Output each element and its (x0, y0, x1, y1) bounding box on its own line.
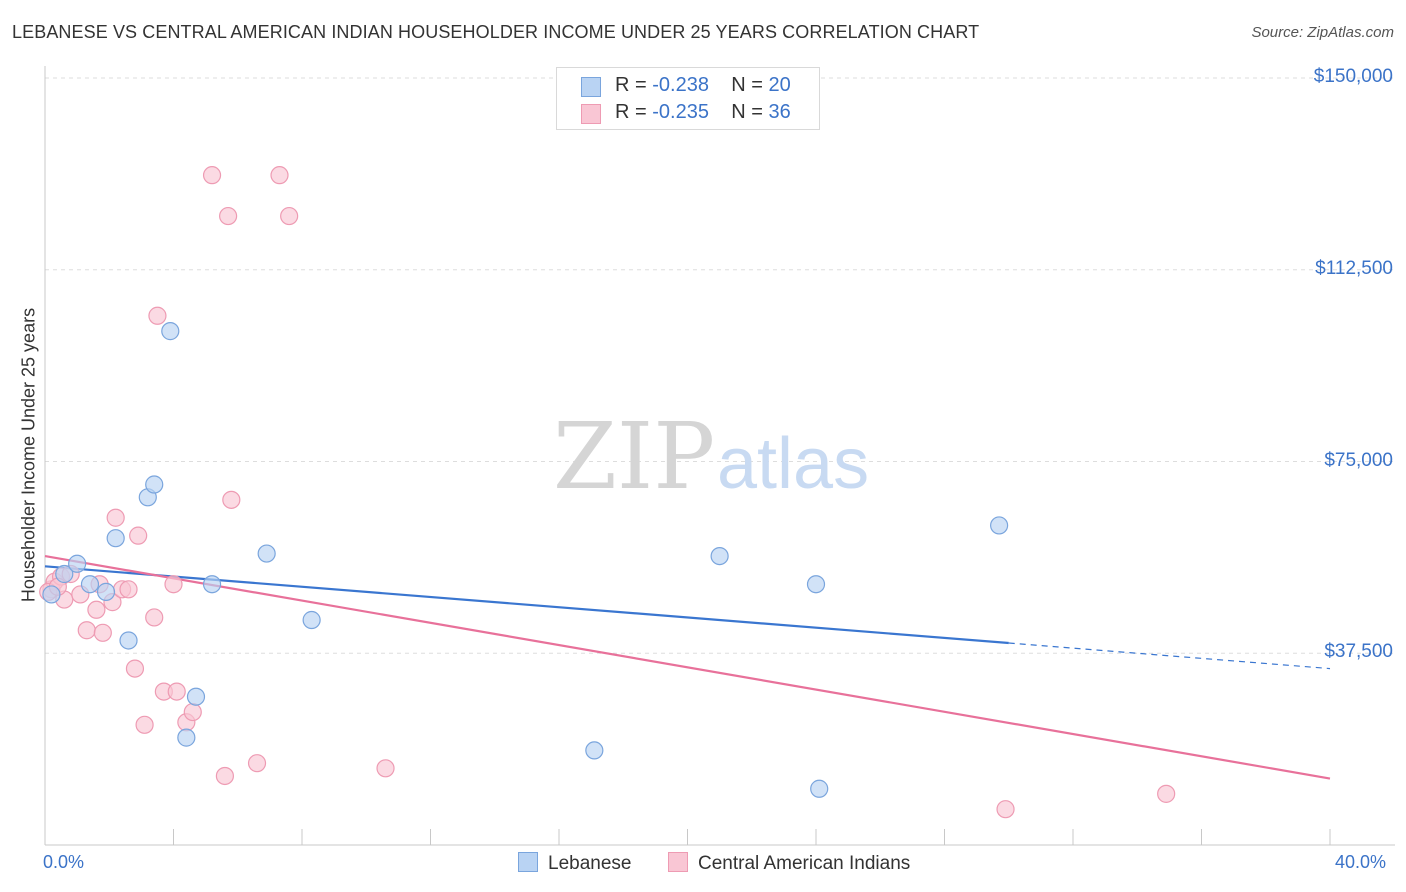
cai-legend-swatch (668, 852, 688, 872)
cai-point-25 (215, 766, 234, 786)
cai-point-27 (222, 490, 241, 509)
cai-point-24 (202, 166, 222, 185)
lebanese-point-3 (80, 575, 100, 594)
legend-n-label: N = (731, 74, 769, 96)
watermark-zip: ZIP (553, 403, 715, 510)
cai-point-33 (1157, 784, 1176, 803)
cai-point-16 (135, 715, 154, 734)
cai-point-21 (167, 682, 186, 701)
cai-legend-label: Central American Indians (698, 853, 911, 874)
watermark-atlas: atlas (717, 424, 869, 504)
y-axis-title: Householder Income Under 25 years (18, 307, 39, 603)
lebanese-point-0 (42, 585, 61, 604)
cai-point-18 (148, 306, 167, 325)
lebanese-point-9 (161, 322, 180, 341)
lebanese-point-13 (257, 544, 276, 563)
legend-r-label: R = (615, 101, 653, 123)
cai-swatch (581, 104, 601, 124)
cai-trend-line (44, 555, 1331, 780)
lebanese-point-16 (710, 546, 729, 566)
lebanese-point-8 (145, 475, 164, 494)
lebanese-point-2 (68, 554, 87, 573)
lebanese-point-1 (55, 564, 74, 584)
lebanese-legend-label: Lebanese (548, 853, 632, 874)
cai-point-28 (247, 754, 267, 773)
legend-r-value: -0.238 (652, 74, 709, 96)
cai-point-30 (280, 206, 299, 226)
cai-point-6 (77, 621, 96, 640)
trend-lines (44, 555, 1331, 780)
lebanese-point-5 (106, 529, 125, 548)
lebanese-point-17 (806, 575, 826, 594)
x-tick-label-min: 0.0% (43, 852, 85, 872)
cai-point-7 (87, 600, 106, 619)
legend-r-value: -0.235 (652, 101, 709, 123)
cai-point-31 (376, 759, 395, 778)
legend-n-value: 20 (768, 74, 791, 96)
y-tick-label-2: $112,500 (1315, 257, 1393, 279)
cai-point-15 (129, 526, 148, 545)
y-tick-label-0: $37,500 (1324, 641, 1393, 663)
bottom-legend-cai[interactable]: Central American Indians (668, 852, 910, 875)
lebanese-legend-swatch (518, 852, 538, 872)
y-tick-label-1: $75,000 (1324, 449, 1393, 471)
lebanese-swatch (581, 77, 601, 97)
lebanese-point-10 (177, 728, 196, 747)
lebanese-point-15 (585, 741, 604, 760)
lebanese-point-12 (202, 575, 222, 594)
cai-point-9 (93, 623, 112, 642)
x-tick-label-max: 40.0% (1335, 852, 1387, 872)
gridlines (45, 77, 1395, 654)
cai-point-23 (183, 702, 202, 722)
legend-n-value: 36 (768, 101, 791, 123)
lebanese-trend-extension (1008, 642, 1331, 670)
cai-point-32 (996, 800, 1015, 819)
cai-point-26 (219, 206, 238, 226)
lebanese-point-19 (990, 516, 1009, 535)
lebanese-point-4 (96, 582, 116, 601)
cai-point-11 (106, 508, 125, 527)
bottom-legend-lebanese[interactable]: Lebanese (518, 852, 631, 875)
lebanese-trend-line (44, 565, 1009, 645)
legend-n-label: N = (731, 101, 769, 123)
cai-point-14 (125, 659, 145, 678)
cai-point-13 (119, 580, 138, 599)
cai-point-20 (164, 575, 183, 594)
lebanese-point-11 (186, 687, 206, 706)
correlation-legend: R = -0.238 N = 20 R = -0.235 N = 36 (556, 67, 820, 130)
cai-point-29 (270, 166, 289, 185)
axes (44, 66, 1395, 846)
data-points (39, 166, 1176, 819)
lebanese-point-14 (302, 610, 321, 630)
chart-title: LEBANESE VS CENTRAL AMERICAN INDIAN HOUS… (12, 22, 980, 42)
lebanese-point-6 (119, 631, 138, 650)
legend-r-label: R = (615, 74, 653, 96)
lebanese-point-18 (810, 779, 829, 798)
source-label: Source: ZipAtlas.com (1251, 24, 1394, 41)
y-tick-label-3: $150,000 (1313, 66, 1393, 87)
cai-point-17 (145, 608, 164, 627)
